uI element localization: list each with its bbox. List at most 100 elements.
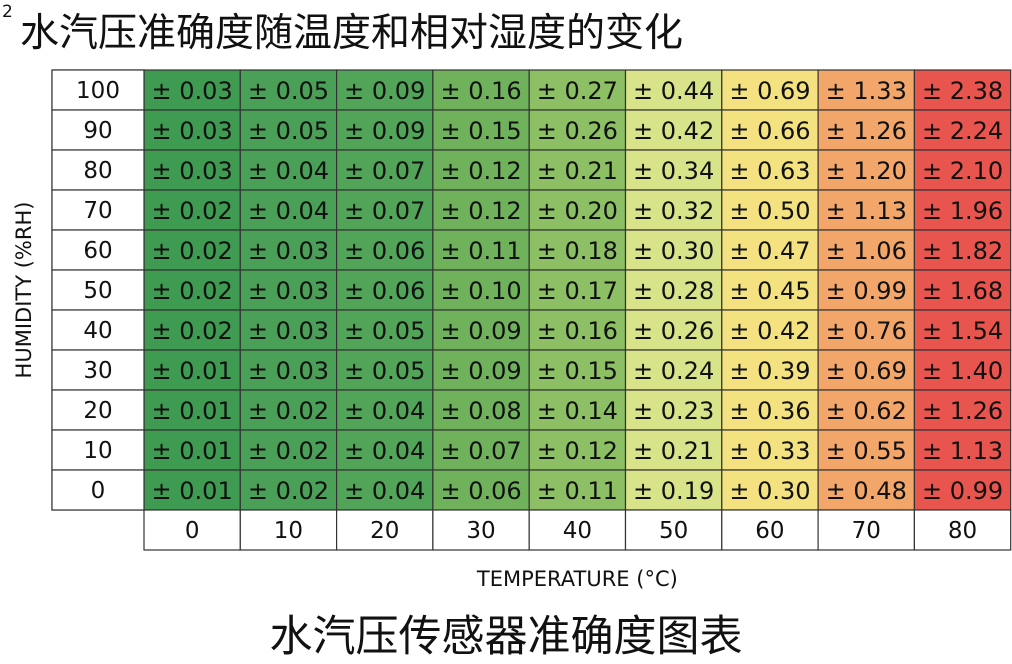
cell-value-label: ± 0.01 <box>152 437 233 465</box>
cell-value-label: ± 0.23 <box>633 397 714 425</box>
heatmap-cell <box>913 389 1012 431</box>
cell-value-label: ± 0.07 <box>344 157 425 185</box>
cell-value-label: ± 0.03 <box>248 277 329 305</box>
cell-value-label: ± 0.01 <box>152 397 233 425</box>
heatmap-cell <box>913 309 1012 351</box>
figure-caption: 水汽压传感器准确度图表 <box>269 612 743 662</box>
heatmap-cell <box>239 389 338 431</box>
cell-value-label: ± 0.34 <box>633 157 714 185</box>
cell-value-label: ± 0.45 <box>729 277 810 305</box>
cell-value-label: ± 0.04 <box>344 437 425 465</box>
heatmap-cell <box>432 349 530 391</box>
row-label-cell <box>51 69 145 111</box>
cell-value-label: ± 0.04 <box>248 157 329 185</box>
heatmap-cell <box>913 149 1012 191</box>
cell-value-label: ± 0.02 <box>152 317 233 345</box>
cell-value-label: ± 0.21 <box>633 437 714 465</box>
cell-value-label: ± 0.02 <box>152 237 233 265</box>
x-tick-label: 30 <box>466 518 495 544</box>
cell-value-label: ± 1.54 <box>922 317 1003 345</box>
cell-value-label: ± 0.09 <box>344 117 425 145</box>
heatmap-cell <box>913 69 1012 111</box>
heatmap-cell <box>721 429 819 471</box>
cell-value-label: ± 1.82 <box>922 237 1003 265</box>
cell-value-label: ± 0.69 <box>729 77 810 105</box>
cell-value-label: ± 0.03 <box>152 157 233 185</box>
cell-value-label: ± 0.66 <box>729 117 810 145</box>
cell-value-label: ± 0.03 <box>152 77 233 105</box>
cell-value-label: ± 1.68 <box>922 277 1003 305</box>
heatmap-cell <box>239 269 338 311</box>
row-label-cell <box>51 469 145 511</box>
row-label-cell <box>51 109 145 151</box>
title-superscript: 2 <box>2 2 13 22</box>
cell-value-label: ± 0.16 <box>537 317 618 345</box>
cell-value-label: ± 0.03 <box>248 237 329 265</box>
cell-value-label: ± 1.96 <box>922 197 1003 225</box>
cell-value-label: ± 0.12 <box>440 197 521 225</box>
cell-value-label: ± 0.05 <box>344 317 425 345</box>
cell-value-label: ± 1.33 <box>826 77 907 105</box>
cell-value-label: ± 0.05 <box>248 117 329 145</box>
column-label-cell <box>432 509 530 551</box>
heatmap-cell <box>239 229 338 271</box>
heatmap-cell <box>143 309 241 351</box>
cell-value-label: ± 0.14 <box>537 397 618 425</box>
heatmap-cell <box>432 309 530 351</box>
cell-value-label: ± 0.04 <box>248 197 329 225</box>
cell-value-label: ± 0.17 <box>537 277 618 305</box>
x-tick-label: 20 <box>370 518 399 544</box>
cell-value-label: ± 0.08 <box>440 397 521 425</box>
cell-value-label: ± 0.63 <box>729 157 810 185</box>
cell-value-label: ± 0.12 <box>537 437 618 465</box>
column-label-cell <box>624 509 723 551</box>
y-tick-label: 90 <box>83 118 112 144</box>
heatmap-cell <box>817 389 915 431</box>
cell-value-label: ± 0.27 <box>537 77 618 105</box>
heatmap-cell <box>143 109 241 151</box>
y-tick-label: 70 <box>83 198 112 224</box>
cell-value-label: ± 0.42 <box>633 117 714 145</box>
heatmap-cell <box>239 429 338 471</box>
heatmap-cell <box>432 429 530 471</box>
cell-value-label: ± 0.99 <box>922 477 1003 505</box>
cell-value-label: ± 0.11 <box>537 477 618 505</box>
heatmap-cell <box>143 349 241 391</box>
cell-value-label: ± 0.02 <box>248 397 329 425</box>
cell-value-label: ± 2.10 <box>922 157 1003 185</box>
cell-value-label: ± 0.09 <box>344 77 425 105</box>
y-tick-label: 60 <box>83 238 112 264</box>
heatmap-cell <box>721 309 819 351</box>
cell-value-label: ± 0.10 <box>440 277 521 305</box>
heatmap-cell <box>817 189 915 231</box>
heatmap-cell <box>239 69 338 111</box>
cell-value-label: ± 0.04 <box>344 397 425 425</box>
cell-value-label: ± 0.09 <box>440 357 521 385</box>
cell-value-label: ± 0.55 <box>826 437 907 465</box>
cell-value-label: ± 0.30 <box>633 237 714 265</box>
x-tick-label: 60 <box>755 518 784 544</box>
cell-value-label: ± 0.36 <box>729 397 810 425</box>
cell-value-label: ± 0.28 <box>633 277 714 305</box>
x-axis-label: TEMPERATURE (°C) <box>476 567 678 591</box>
heatmap-cell <box>432 389 530 431</box>
cell-value-label: ± 0.76 <box>826 317 907 345</box>
heatmap-cell <box>336 189 434 231</box>
cell-value-label: ± 0.01 <box>152 357 233 385</box>
cell-value-label: ± 0.07 <box>440 437 521 465</box>
heatmap-cell <box>721 109 819 151</box>
cell-value-label: ± 0.05 <box>248 77 329 105</box>
cell-value-label: ± 0.20 <box>537 197 618 225</box>
row-label-cell <box>51 429 145 471</box>
heatmap-cell <box>624 229 723 271</box>
heatmap-cell <box>624 349 723 391</box>
cell-value-label: ± 0.03 <box>248 317 329 345</box>
y-tick-label: 80 <box>83 158 112 184</box>
heatmap-cell <box>528 309 627 351</box>
heatmap-cell <box>817 149 915 191</box>
heatmap-cell <box>528 429 627 471</box>
cell-value-label: ± 1.13 <box>826 197 907 225</box>
heatmap-cell <box>624 309 723 351</box>
title-text: 水汽压准确度随温度和相对湿度的变化 <box>20 11 684 56</box>
